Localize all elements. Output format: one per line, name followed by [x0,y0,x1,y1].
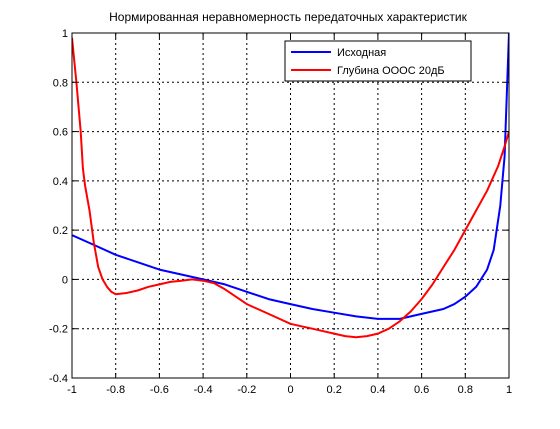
y-tick-label: 0.2 [53,225,68,237]
axes-background [72,33,509,378]
y-tick-label: 0 [62,274,68,286]
axes: -1 -0.8 -0.6 -0.4 -0.2 0 0.2 0.4 0.6 0.8 1 -0.4 -0.2… [49,28,512,396]
legend-label: Исходная [337,47,386,59]
series-layer [72,33,509,339]
x-tick-label: -0.8 [106,384,125,396]
y-tick-label: 1 [62,28,68,40]
x-tick-label: 1 [506,384,512,396]
x-tick-label: -0.2 [237,384,256,396]
x-tick-label: 0.2 [327,384,342,396]
series-line-1 [72,33,509,320]
y-tick-label: 0.6 [53,127,68,139]
x-tick-label: 0 [287,384,293,396]
chart-title: Нормированная неравномерность передаточн… [109,10,467,24]
y-tick-label: 0.4 [53,176,68,188]
x-tick-label: 0.4 [370,384,385,396]
y-tick-label: -0.2 [49,324,68,336]
y-tick-label: -0.4 [49,373,68,385]
legend: Исходная Глубина ОООС 20дБ [284,40,472,82]
legend-box [284,40,472,82]
y-tick-label: 0.8 [53,77,68,89]
legend-label: Глубина ОООС 20дБ [337,65,445,77]
x-tick-label: 0.8 [458,384,473,396]
ticks [71,32,510,379]
x-tick-label: -0.6 [150,384,169,396]
series-line-2 [72,37,509,339]
x-tick-label: -1 [67,384,77,396]
x-tick-label: -0.4 [194,384,213,396]
tick-labels: -1 -0.8 -0.6 -0.4 -0.2 0 0.2 0.4 0.6 0.8 1 -0.4 -0.2… [49,28,512,396]
x-tick-label: 0.6 [414,384,429,396]
